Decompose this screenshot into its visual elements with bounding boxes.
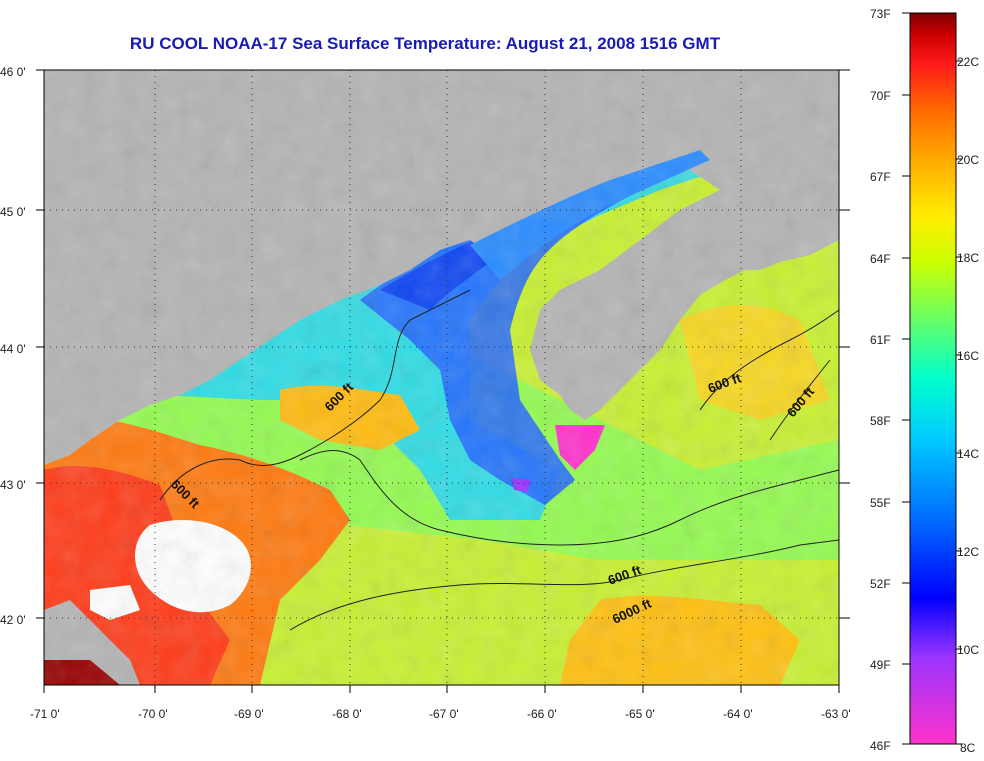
colorbar-gradient (909, 12, 957, 745)
x-tick-label: -65 0' (625, 707, 655, 721)
contour-6000ft (289, 539, 839, 631)
map-title: RU COOL NOAA-17 Sea Surface Temperature:… (129, 34, 721, 53)
colorbar-label-f: 67F (870, 170, 891, 184)
contour-600ft (159, 289, 471, 501)
x-tick-label: -67 0' (429, 707, 459, 721)
contour-600ft (299, 450, 839, 546)
y-tick-label: 45 0' (0, 205, 26, 219)
colorbar-label-c: 8C (960, 741, 976, 755)
x-tick-label: -63 0' (821, 707, 851, 721)
x-tick-label: -66 0' (527, 707, 557, 721)
colorbar-label-c: 16C (957, 349, 979, 363)
axis-ticks (36, 69, 850, 693)
y-tick-label: 43 0' (0, 478, 26, 492)
sst-texture (44, 70, 839, 685)
colorbar-label-c: 10C (957, 643, 979, 657)
colorbar-label-f: 58F (870, 414, 891, 428)
colorbar-label-f: 64F (870, 252, 891, 266)
depth-contours (159, 289, 839, 631)
y-tick-label: 46 0' (0, 65, 26, 79)
y-tick-label: 44 0' (0, 342, 26, 356)
colorbar-label-f: 61F (870, 333, 891, 347)
colorbar-label-f: 70F (870, 89, 891, 103)
colorbar-label-f: 73F (870, 7, 891, 21)
contour-600ft (769, 359, 831, 441)
x-tick-label: -64 0' (723, 707, 753, 721)
map-frame (43, 69, 840, 686)
colorbar-label-f: 46F (870, 739, 891, 753)
colorbar-label-c: 22C (957, 55, 979, 69)
x-tick-label: -71 0' (30, 707, 60, 721)
x-tick-label: -70 0' (138, 707, 168, 721)
colorbar-label-f: 49F (870, 658, 891, 672)
map-plot-area: 600 ft 600 ft 600 ft 600 ft 600 ft 6000 … (44, 70, 839, 685)
colorbar-label-f: 52F (870, 577, 891, 591)
contour-600ft (699, 309, 839, 411)
graticule (44, 70, 839, 685)
colorbar-label-c: 12C (957, 545, 979, 559)
colorbar-label-c: 20C (957, 153, 979, 167)
x-tick-label: -68 0' (332, 707, 362, 721)
colorbar: 73F 70F 67F 64F 61F 58F 55F 52F 49F 46F … (870, 7, 979, 755)
x-tick-label: -69 0' (234, 707, 264, 721)
colorbar-label-c: 14C (957, 447, 979, 461)
colorbar-label-c: 18C (957, 251, 979, 265)
y-tick-label: 42 0' (0, 613, 26, 627)
colorbar-label-f: 55F (870, 496, 891, 510)
